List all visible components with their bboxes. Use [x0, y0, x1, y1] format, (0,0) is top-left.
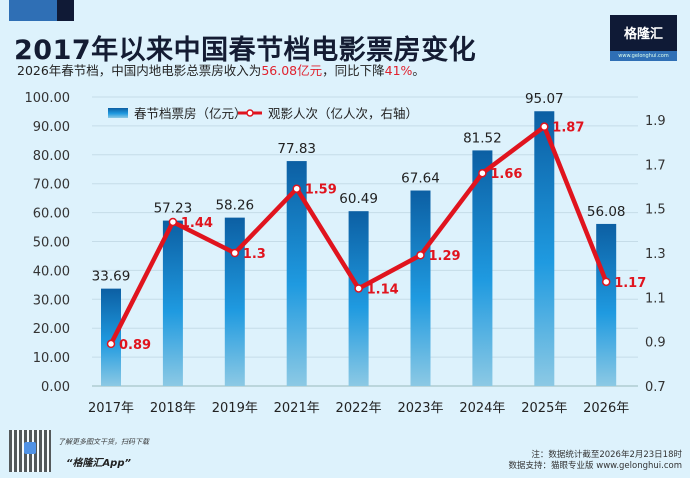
bar	[410, 190, 431, 386]
line-point	[540, 122, 549, 131]
line-value-label: 1.14	[367, 282, 399, 297]
line-point	[354, 284, 363, 293]
y-left-tick-label: 20.00	[33, 322, 70, 337]
y-right-tick-label: 1.3	[645, 247, 666, 262]
line-value-label: 1.44	[181, 216, 213, 231]
line-value-label: 1.17	[614, 276, 646, 291]
bar	[534, 111, 555, 386]
qr-code	[9, 430, 51, 472]
bar-value-label: 58.26	[215, 198, 254, 214]
x-tick-label: 2019年	[212, 401, 258, 416]
bar	[224, 217, 245, 386]
app-name: “格隆汇App”	[66, 458, 131, 469]
bar	[286, 161, 307, 386]
y-left-tick-label: 60.00	[33, 207, 70, 222]
y-left-tick-label: 10.00	[33, 351, 70, 366]
legend-bar-label: 春节档票房（亿元）	[134, 106, 247, 121]
bar-value-label: 95.07	[525, 91, 564, 107]
legend-line-label: 观影人次（亿人次，右轴）	[268, 106, 418, 121]
legend: 春节档票房（亿元） 观影人次（亿人次，右轴）	[108, 106, 418, 121]
line-point	[292, 184, 301, 193]
line-point	[478, 168, 487, 178]
bar-value-label: 77.83	[277, 141, 316, 157]
bar-value-label: 33.69	[92, 269, 131, 285]
line-value-label: 1.66	[490, 167, 522, 182]
line-point	[601, 277, 611, 287]
x-tick-label: 2025年	[521, 401, 567, 416]
data-note: 注：数据统计截至2026年2月23日18时	[531, 450, 682, 460]
bar-value-label: 57.23	[154, 201, 193, 217]
legend-bar-swatch	[108, 108, 128, 118]
bar-value-label: 67.64	[401, 171, 440, 187]
bar-value-label: 60.49	[339, 191, 378, 207]
line-point	[168, 217, 178, 227]
line-value-label: 1.87	[552, 121, 584, 136]
bar-value-label: 56.08	[587, 204, 626, 220]
header-accent-bar	[9, 0, 57, 21]
line-value-label: 1.29	[429, 249, 461, 264]
bar-value-label: 81.52	[463, 130, 502, 146]
line-point	[416, 250, 425, 260]
bar	[472, 150, 493, 386]
y-right-tick-label: 1.7	[645, 158, 666, 173]
page-title: 2017年以来中国春节档电影票房变化	[14, 35, 477, 66]
x-tick-label: 2018年	[150, 401, 196, 416]
y-left-tick-label: 70.00	[33, 178, 70, 193]
bar	[348, 211, 369, 386]
y-left-tick-label: 80.00	[33, 149, 70, 164]
qr-caption: 了解更多图文干货，扫码下载	[58, 438, 149, 446]
x-tick-label: 2022年	[336, 401, 382, 416]
x-tick-label: 2017年	[88, 401, 134, 416]
line-point	[106, 339, 116, 349]
line-value-label: 1.3	[243, 247, 266, 262]
y-left-tick-label: 30.00	[33, 293, 70, 308]
header-accent-bar-dark	[57, 0, 74, 21]
y-left-tick-label: 100.00	[25, 91, 71, 106]
y-left-tick-label: 90.00	[33, 120, 70, 135]
subtitle: 2026年春节档，中国内地电影总票房收入为56.08亿元，同比下降41%。	[17, 63, 425, 78]
x-tick-label: 2021年	[274, 401, 320, 416]
bar	[101, 288, 121, 386]
y-right-tick-label: 1.1	[645, 291, 666, 306]
x-tick-label: 2024年	[459, 401, 505, 416]
x-tick-label: 2026年	[583, 401, 629, 416]
y-right-tick-label: 1.9	[645, 114, 666, 129]
y-right-tick-label: 1.5	[645, 203, 666, 218]
line-point	[230, 248, 240, 258]
y-right-tick-label: 0.9	[645, 336, 666, 351]
line-value-label: 1.59	[305, 183, 337, 198]
y-left-tick-label: 40.00	[33, 264, 70, 279]
line-value-label: 0.89	[119, 338, 151, 353]
y-left-tick-label: 50.00	[33, 236, 70, 251]
bar	[162, 220, 183, 386]
bar	[596, 223, 617, 386]
data-source: 数据支持：猫眼专业版 www.gelonghui.com	[508, 461, 682, 471]
brand-logo: 格隆汇 www.gelonghui.com	[610, 15, 677, 61]
y-left-tick-label: 0.00	[41, 380, 70, 395]
y-right-tick-label: 0.7	[645, 380, 666, 395]
x-tick-label: 2023年	[397, 401, 443, 416]
